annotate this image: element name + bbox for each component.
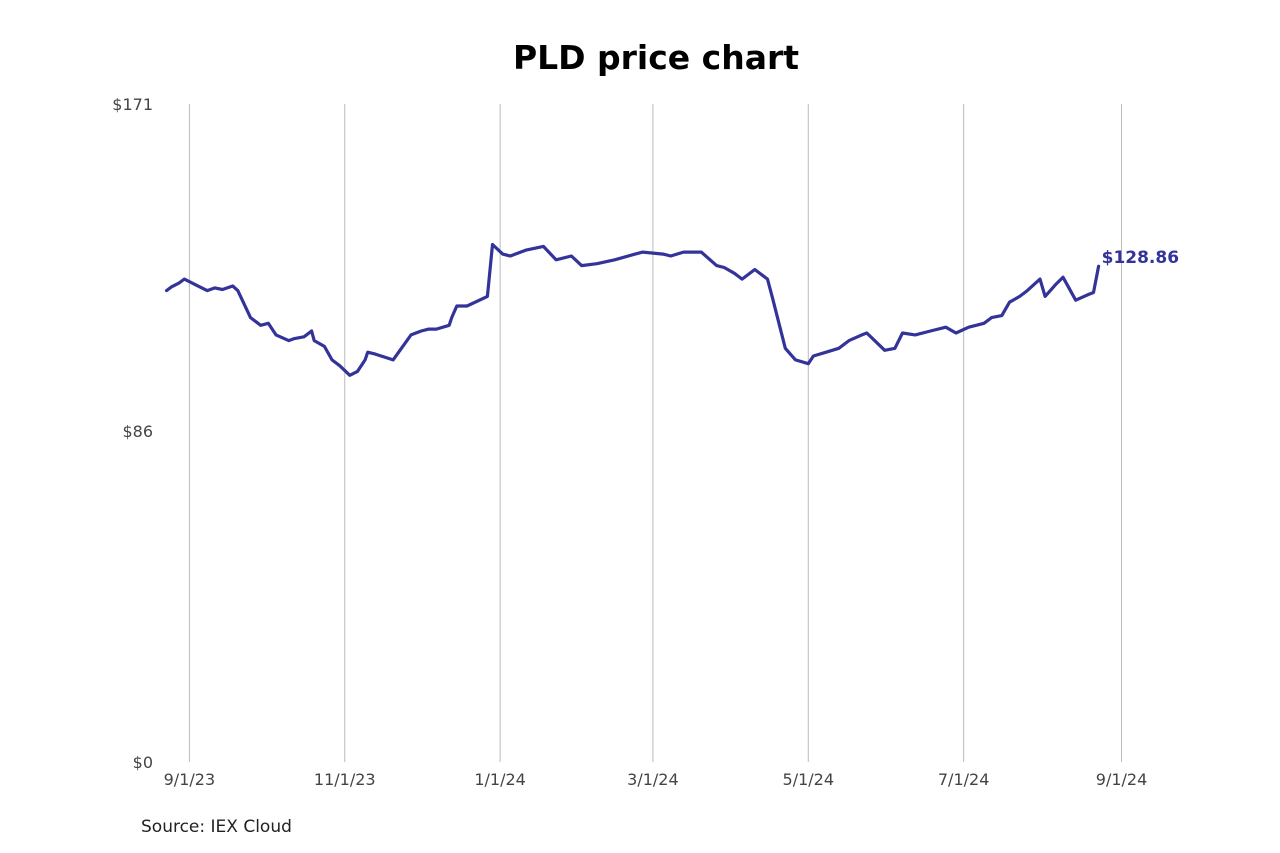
last-price-label: $128.86 bbox=[1102, 248, 1179, 268]
x-tick-label: 5/1/24 bbox=[783, 770, 835, 789]
y-tick-label: $86 bbox=[122, 422, 153, 441]
y-tick-label: $171 bbox=[112, 95, 153, 114]
price-series-line bbox=[164, 242, 1101, 377]
gridlines bbox=[188, 104, 1123, 762]
source-note: Source: IEX Cloud bbox=[141, 817, 292, 837]
chart-title: PLD price chart bbox=[512, 38, 800, 77]
y-axis-tick-labels: $0 $86 $171 bbox=[112, 95, 153, 772]
series-layer bbox=[164, 242, 1101, 377]
x-tick-label: 9/1/23 bbox=[164, 770, 216, 789]
x-tick-label: 7/1/24 bbox=[938, 770, 990, 789]
x-axis-tick-labels: 9/1/23 11/1/23 1/1/24 3/1/24 5/1/24 7/1/24 9/1… bbox=[164, 770, 1148, 789]
x-tick-label: 9/1/24 bbox=[1096, 770, 1148, 789]
x-tick-label: 3/1/24 bbox=[627, 770, 679, 789]
end-label-layer: $128.86 bbox=[1102, 248, 1179, 268]
x-tick-label: 11/1/23 bbox=[314, 770, 376, 789]
x-tick-label: 1/1/24 bbox=[474, 770, 526, 789]
y-tick-label: $0 bbox=[133, 753, 153, 772]
